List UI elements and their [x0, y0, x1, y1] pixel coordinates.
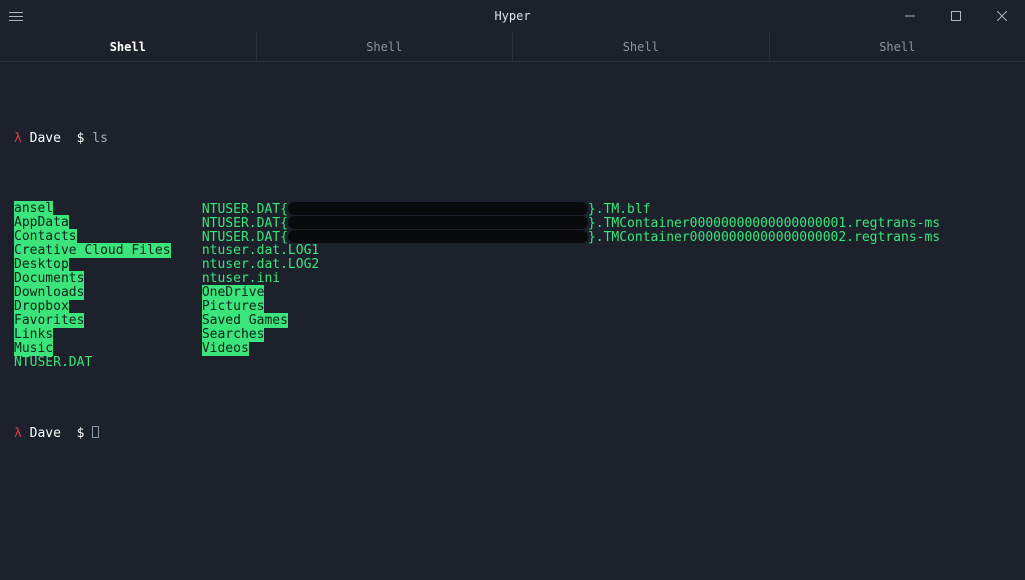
file-entry: }.TMContainer00000000000000000002.regtra…	[588, 230, 940, 245]
ls-col1: Music	[14, 342, 202, 356]
window-controls	[887, 0, 1025, 32]
ls-row: AppData NTUSER.DAT{ }.TMContainer000000000…	[14, 216, 1011, 230]
dir-entry: Dropbox	[14, 299, 69, 314]
tab-label: Shell	[366, 40, 402, 54]
prompt-cmd: ls	[92, 131, 108, 146]
dir-entry: Desktop	[14, 257, 69, 272]
ls-col2: ntuser.ini	[202, 272, 280, 286]
file-entry: ntuser.dat.LOG1	[202, 243, 319, 258]
minimize-button[interactable]	[887, 0, 933, 32]
ls-col2: Searches	[202, 328, 265, 342]
ls-row: Desktop ntuser.dat.LOG2	[14, 258, 1011, 272]
ls-col1: Dropbox	[14, 300, 202, 314]
tab-strip: Shell Shell Shell Shell	[0, 32, 1025, 62]
file-entry: ntuser.dat.LOG2	[202, 257, 319, 272]
file-entry: NTUSER.DAT	[14, 355, 92, 370]
redacted-region	[288, 202, 588, 215]
file-entry: NTUSER.DAT{	[202, 216, 288, 231]
tab-label: Shell	[623, 40, 659, 54]
window-title: Hyper	[0, 9, 1025, 23]
file-entry: }.TM.blf	[588, 202, 651, 217]
prompt-user: Dave	[30, 426, 61, 441]
hamburger-menu-icon[interactable]	[0, 0, 32, 32]
dir-entry: Downloads	[14, 285, 84, 300]
file-entry: NTUSER.DAT{	[202, 202, 288, 217]
tab-shell-1[interactable]: Shell	[0, 32, 257, 61]
ls-col2: NTUSER.DAT{ }.TM.blf	[202, 202, 651, 216]
ls-row: Downloads OneDrive	[14, 286, 1011, 300]
tab-shell-4[interactable]: Shell	[770, 32, 1025, 61]
prompt-lambda: λ	[14, 426, 22, 441]
ls-col1: Links	[14, 328, 202, 342]
ls-row: Music Videos	[14, 342, 1011, 356]
file-entry: }.TMContainer00000000000000000001.regtra…	[588, 216, 940, 231]
prompt-dollar: $	[77, 131, 85, 146]
cursor	[92, 426, 99, 438]
tab-shell-3[interactable]: Shell	[513, 32, 770, 61]
ls-col2: ntuser.dat.LOG2	[202, 258, 319, 272]
ls-col1: Downloads	[14, 286, 202, 300]
dir-entry: Contacts	[14, 229, 77, 244]
dir-entry: Creative Cloud Files	[14, 243, 171, 258]
ls-col1: Documents	[14, 272, 202, 286]
ls-row: Links Searches	[14, 328, 1011, 342]
dir-entry: Documents	[14, 271, 84, 286]
close-button[interactable]	[979, 0, 1025, 32]
ls-col1: Favorites	[14, 314, 202, 328]
maximize-button[interactable]	[933, 0, 979, 32]
ls-col1: Contacts	[14, 230, 202, 244]
ls-col1: AppData	[14, 216, 202, 230]
prompt-user: Dave	[30, 131, 61, 146]
ls-col1: ansel	[14, 202, 202, 216]
prompt-dollar: $	[77, 426, 85, 441]
ls-row: Favorites Saved Games	[14, 314, 1011, 328]
dir-entry: Searches	[202, 327, 265, 342]
ls-col2: Videos	[202, 342, 249, 356]
tab-shell-2[interactable]: Shell	[257, 32, 514, 61]
ls-output: ansel NTUSER.DAT{ }.TM.blf AppData NTUSER.DA…	[14, 202, 1011, 370]
ls-col2: Saved Games	[202, 314, 288, 328]
prompt-line: λ Dave $ ls	[14, 132, 1011, 146]
ls-row: Documents ntuser.ini	[14, 272, 1011, 286]
ls-col1: Creative Cloud Files	[14, 244, 202, 258]
dir-entry: Pictures	[202, 299, 265, 314]
ls-row: Dropbox Pictures	[14, 300, 1011, 314]
ls-col2: Pictures	[202, 300, 265, 314]
dir-entry: AppData	[14, 215, 69, 230]
ls-col1: NTUSER.DAT	[14, 356, 202, 370]
terminal[interactable]: λ Dave $ ls anselNTUSER.DAT{}.TM.blfAppD…	[0, 62, 1025, 468]
ls-row: Contacts NTUSER.DAT{}.TMContainer00000000…	[14, 230, 1011, 244]
ls-col1: Desktop	[14, 258, 202, 272]
dir-entry: Videos	[202, 341, 249, 356]
redacted-region	[288, 216, 588, 229]
ls-row: NTUSER.DAT	[14, 356, 1011, 370]
tab-label: Shell	[110, 40, 146, 54]
dir-entry: Music	[14, 341, 53, 356]
titlebar: Hyper	[0, 0, 1025, 32]
ls-col2: ntuser.dat.LOG1	[202, 244, 319, 258]
ls-col2: NTUSER.DAT{}.TMContainer0000000000000000…	[202, 230, 940, 244]
ls-col2: NTUSER.DAT{ }.TMContainer0000000000000000…	[202, 216, 940, 230]
dir-entry: Links	[14, 327, 53, 342]
prompt-lambda: λ	[14, 131, 22, 146]
ls-col2: OneDrive	[202, 286, 265, 300]
file-entry: ntuser.ini	[202, 271, 280, 286]
dir-entry: Favorites	[14, 313, 84, 328]
dir-entry: Saved Games	[202, 313, 288, 328]
ls-row: ansel NTUSER.DAT{ }.TM.blf	[14, 202, 1011, 216]
dir-entry: OneDrive	[202, 285, 265, 300]
redacted-region	[288, 230, 588, 243]
dir-entry: ansel	[14, 201, 53, 216]
tab-label: Shell	[879, 40, 915, 54]
prompt-line: λ Dave $	[14, 426, 1011, 440]
ls-row: Creative Cloud Files ntuser.dat.LOG1	[14, 244, 1011, 258]
